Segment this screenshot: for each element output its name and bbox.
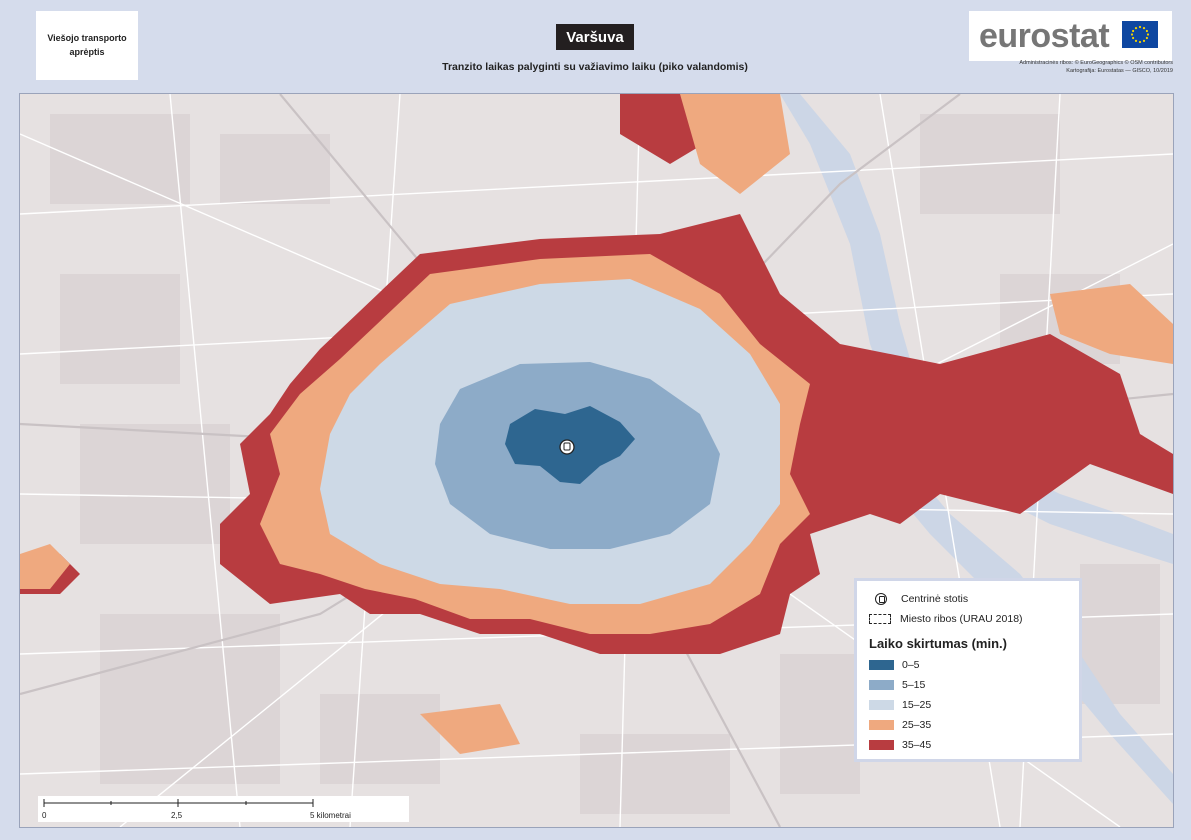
legend-station-row: Centrinė stotis — [869, 593, 968, 605]
credits-cartography: Kartografija: Eurostatas — GISCO, 10/201… — [1066, 67, 1173, 74]
map-credits: Administracinės ribos: © EuroGeographics… — [1019, 60, 1173, 76]
legend-swatch-5-15 — [869, 680, 894, 690]
legend-swatch-15-25 — [869, 700, 894, 710]
map-frame[interactable] — [19, 93, 1174, 828]
map-subtitle: Tranzito laikas palyginti su važiavimo l… — [442, 61, 748, 73]
legend-class-row: 25–35 — [869, 719, 931, 731]
legend-class-label: 0–5 — [902, 659, 920, 671]
legend-class-label: 15–25 — [902, 699, 932, 711]
map-canvas[interactable] — [20, 94, 1173, 827]
legend-boundary-label: Miesto ribos (URAU 2018) — [900, 613, 1023, 625]
logo-text: eurostat — [979, 17, 1110, 55]
city-title: Varšuva — [556, 24, 634, 50]
scale-label-0: 0 — [42, 811, 47, 820]
legend-class-label: 35–45 — [902, 739, 932, 751]
scale-label-5: 5 kilometrai — [310, 811, 351, 820]
legend-boundary-row: Miesto ribos (URAU 2018) — [869, 613, 1023, 625]
eu-flag-icon — [1122, 21, 1158, 48]
map-legend: Centrinė stotis Miesto ribos (URAU 2018)… — [854, 578, 1082, 762]
scale-bar: 0 2,5 5 kilometrai — [38, 796, 409, 822]
legend-class-row: 0–5 — [869, 659, 920, 671]
legend-swatch-35-45 — [869, 740, 894, 750]
legend-title: Laiko skirtumas (min.) — [869, 636, 1007, 651]
central-station-icon — [559, 439, 575, 455]
scale-label-2-5: 2,5 — [171, 811, 183, 820]
scale-ticks — [43, 799, 314, 807]
station-icon — [875, 593, 887, 605]
legend-swatch-0-5 — [869, 660, 894, 670]
boundary-icon — [869, 614, 891, 624]
legend-station-label: Centrinė stotis — [901, 593, 969, 605]
credits-boundaries: Administracinės ribos: © EuroGeographics… — [1019, 60, 1173, 66]
legend-swatch-25-35 — [869, 720, 894, 730]
legend-class-label: 5–15 — [902, 679, 926, 691]
legend-class-row: 5–15 — [869, 679, 925, 691]
legend-class-label: 25–35 — [902, 719, 932, 731]
theme-label: Viešojo transporto aprėptis — [36, 11, 138, 80]
eurostat-logo: eurostat — [969, 11, 1172, 61]
legend-class-row: 15–25 — [869, 699, 931, 711]
legend-class-row: 35–45 — [869, 739, 931, 751]
